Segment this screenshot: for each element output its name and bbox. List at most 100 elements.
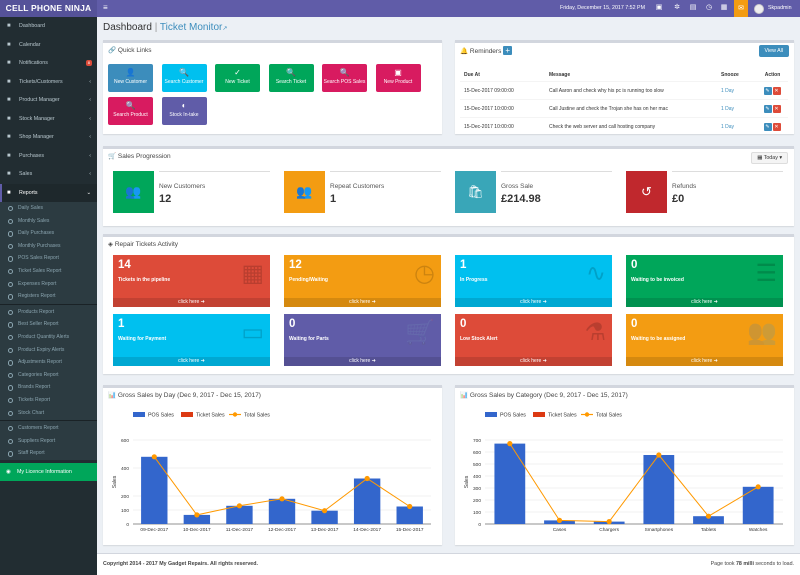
tile-click-here-link[interactable]: click here ➜ xyxy=(284,357,441,366)
tile-click-here-link[interactable]: click here ➜ xyxy=(455,357,612,366)
stat-divider xyxy=(330,171,441,172)
external-link-icon[interactable]: ↗ xyxy=(222,26,228,32)
report-link-monthly-purchases[interactable]: Monthly Purchases xyxy=(0,240,97,253)
quick-link-new-product[interactable]: ▣ New Product xyxy=(375,64,421,92)
report-link-brands-report[interactable]: Brands Report xyxy=(0,381,97,394)
quick-link-label: Search Ticket xyxy=(275,79,307,85)
delete-icon[interactable]: ✕ xyxy=(772,104,781,113)
app-logo[interactable]: CELL PHONE NINJA xyxy=(0,0,97,17)
snooze-link[interactable]: 1 Day xyxy=(721,123,735,130)
y-axis-label: Sales xyxy=(112,475,118,488)
snooze-link[interactable]: 1 Day xyxy=(721,105,735,112)
report-link-stock-chart[interactable]: Stock Chart xyxy=(0,407,97,420)
sidebar-item-shop-manager[interactable]: ■ Shop Manager ‹ xyxy=(0,128,97,147)
tile-click-here-link[interactable]: click here ➜ xyxy=(113,357,270,366)
sidebar-item-notifications[interactable]: ■ Notifications 8 xyxy=(0,54,97,73)
notifications-icon[interactable]: ✉ xyxy=(734,0,748,17)
submenu-divider xyxy=(0,420,97,422)
licence-link[interactable]: ◉ My Licence Information xyxy=(0,462,97,481)
quick-link-search-product[interactable]: 🔍 Search Product xyxy=(108,97,153,125)
report-link-products-report[interactable]: Products Report xyxy=(0,306,97,319)
quick-link-search-ticket[interactable]: 🔍 Search Ticket xyxy=(268,64,314,92)
report-link-adjustments-report[interactable]: Adjustments Report xyxy=(0,356,97,369)
quick-link-icon: 🔍 xyxy=(125,101,136,110)
sales-by-category-box: 📊 Gross Sales by Category (Dec 9, 2017 -… xyxy=(455,385,794,545)
sidebar-item-stock-manager[interactable]: ■ Stock Manager ‹ xyxy=(0,110,97,129)
stat-divider xyxy=(672,171,783,172)
col-snooze: Snooze xyxy=(717,69,757,82)
ticket-monitor-link[interactable]: Ticket Monitor xyxy=(159,22,223,33)
sidebar-item-sales[interactable]: ■ Sales ‹ xyxy=(0,165,97,184)
delete-icon[interactable]: ✕ xyxy=(772,122,781,131)
sidebar-item-tickets-customers[interactable]: ■ Tickets/Customers ‹ xyxy=(0,73,97,92)
car-icon[interactable]: ▣ xyxy=(655,4,663,11)
reminders-table: Due At Message Snooze Action 15-Dec-2017… xyxy=(460,69,788,136)
report-link-suppliers-report[interactable]: Suppliers Report xyxy=(0,435,97,448)
clock-icon[interactable]: ◷ xyxy=(705,4,713,11)
report-link-ticket-sales-report[interactable]: Ticket Sales Report xyxy=(0,265,97,278)
quick-link-search-customer[interactable]: 🔍 Search Customer xyxy=(161,64,207,92)
chevron-icon: ‹ xyxy=(89,134,91,140)
calculator-icon[interactable]: ▤ xyxy=(689,4,697,11)
tile-click-here-link[interactable]: click here ➜ xyxy=(626,357,783,366)
tile-label: Low Stock Alert xyxy=(460,336,498,342)
sales-by-category-title: Gross Sales by Category (Dec 9, 2017 - D… xyxy=(469,392,628,399)
sidebar-item-reports[interactable]: ■ Reports ⌄ xyxy=(0,183,97,202)
legend-label: Total Sales xyxy=(244,413,270,419)
grid-icon[interactable]: ▦ xyxy=(720,4,728,11)
edit-icon[interactable]: ✎ xyxy=(763,122,772,131)
legend-item: Ticket Sales xyxy=(533,412,577,419)
y-tick-label: 100 xyxy=(121,508,129,514)
report-link-categories-report[interactable]: Categories Report xyxy=(0,369,97,382)
report-link-expenses-report[interactable]: Expenses Report xyxy=(0,278,97,291)
report-link-product-quantity-alerts[interactable]: Product Quantity Alerts xyxy=(0,331,97,344)
report-link-registers-report[interactable]: Registers Report xyxy=(0,290,97,303)
snooze-link[interactable]: 1 Day xyxy=(721,87,735,94)
report-link-pos-sales-report[interactable]: POS Sales Report xyxy=(0,252,97,265)
tile-click-here-link[interactable]: click here ➜ xyxy=(284,298,441,307)
due-at-cell: 15-Dec-2017 09:00:00 xyxy=(460,81,545,100)
quick-link-new-ticket[interactable]: ✓ New Ticket xyxy=(215,64,260,92)
col-action: Action xyxy=(757,69,788,82)
calendar-icon: ▦ xyxy=(757,155,763,161)
y-axis-label: Sales xyxy=(464,475,470,488)
legend-item: POS Sales xyxy=(133,412,174,419)
sidebar: ■ Dashboard ■ Calendar ■ Notifications 8 ■ Ticke… xyxy=(0,17,97,575)
report-link-staff-report[interactable]: Staff Report xyxy=(0,447,97,460)
legend-label: POS Sales xyxy=(148,413,174,419)
sidebar-item-purchases[interactable]: ■ Purchases ‹ xyxy=(0,147,97,166)
report-link-daily-sales[interactable]: Daily Sales xyxy=(0,202,97,215)
sidebar-item-product-manager[interactable]: ■ Product Manager ‹ xyxy=(0,91,97,110)
sidebar-toggle-icon[interactable]: ≡ xyxy=(103,3,108,12)
report-link-tickets-report[interactable]: Tickets Report xyxy=(0,394,97,407)
edit-icon[interactable]: ✎ xyxy=(763,104,772,113)
stat-value: £214.98 xyxy=(501,193,541,205)
report-link-best-seller-report[interactable]: Best Seller Report xyxy=(0,318,97,331)
quick-link-search-pos-sales[interactable]: 🔍 Search POS Sales xyxy=(322,64,367,92)
username[interactable]: Skpadmin xyxy=(768,5,792,11)
add-reminder-button[interactable]: + xyxy=(503,46,513,55)
cogs-icon[interactable]: ✲ xyxy=(674,4,680,11)
tile-click-here-link[interactable]: click here ➜ xyxy=(626,298,783,307)
view-all-button[interactable]: View All xyxy=(758,45,789,57)
report-link-product-expiry-alerts[interactable]: Product Expiry Alerts xyxy=(0,344,97,357)
quick-link-stock-in-take[interactable]: ◐ Stock In-take xyxy=(161,97,207,125)
tile-value: 1 xyxy=(460,259,467,271)
edit-icon[interactable]: ✎ xyxy=(763,86,772,95)
load-suffix: seconds to load. xyxy=(755,561,794,567)
delete-icon[interactable]: ✕ xyxy=(772,86,781,95)
ticket-icon: ■ xyxy=(7,78,11,85)
legend-item: Total Sales xyxy=(581,412,622,419)
tile-click-here-link[interactable]: click here ➜ xyxy=(455,298,612,307)
report-link-customers-report[interactable]: Customers Report xyxy=(0,422,97,435)
quick-link-new-customer[interactable]: 👤 New Customer xyxy=(108,64,153,92)
sidebar-item-calendar[interactable]: ■ Calendar xyxy=(0,36,97,55)
range-dropdown[interactable]: ▦ Today ▾ xyxy=(751,152,788,164)
table-header-row: Due At Message Snooze Action xyxy=(460,69,788,82)
report-link-daily-purchases[interactable]: Daily Purchases xyxy=(0,227,97,240)
bar xyxy=(742,486,774,524)
tile-click-here-link[interactable]: click here ➜ xyxy=(113,298,270,307)
avatar[interactable] xyxy=(754,4,764,14)
sidebar-item-dashboard[interactable]: ■ Dashboard xyxy=(0,17,97,36)
report-link-monthly-sales[interactable]: Monthly Sales xyxy=(0,215,97,228)
